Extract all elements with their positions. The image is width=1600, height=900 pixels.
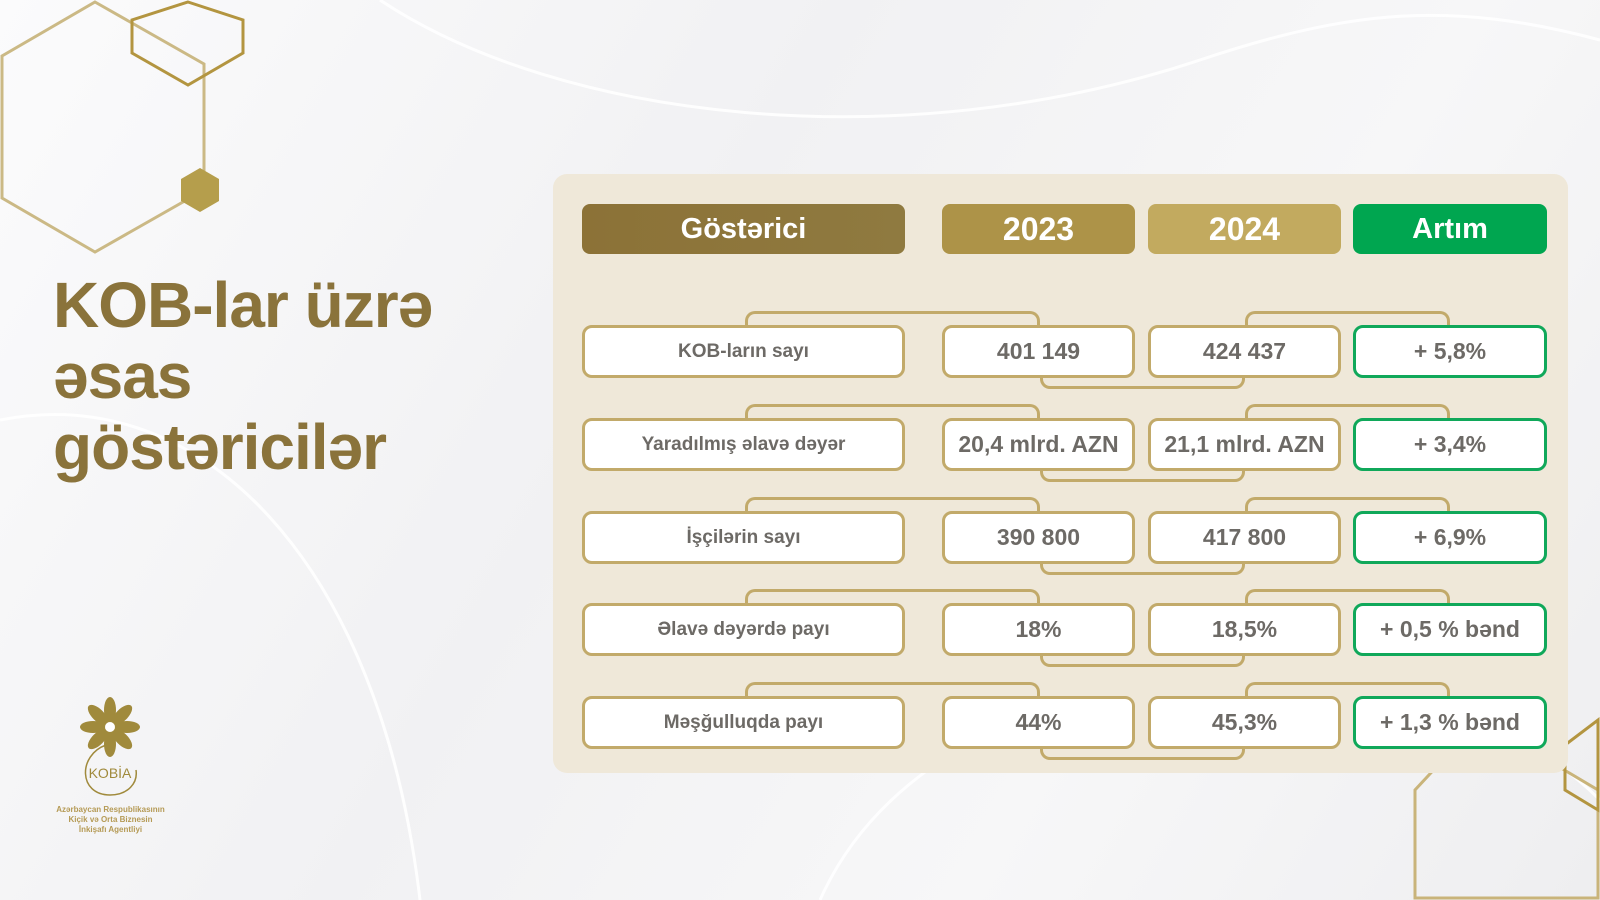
connector-line — [1040, 375, 1245, 389]
page-title: KOB-lar üzrə əsas göstəricilər — [53, 269, 433, 483]
connector-line — [745, 404, 1040, 418]
cell-y2024: 18,5% — [1148, 603, 1341, 656]
cell-y2023: 20,4 mlrd. AZN — [942, 418, 1135, 471]
logo-text: KOBİA — [89, 764, 132, 781]
header-growth: Artım — [1353, 204, 1547, 254]
connector-line — [1040, 468, 1245, 482]
connector-line — [1040, 653, 1245, 667]
cell-y2024: 424 437 — [1148, 325, 1341, 378]
connector-line — [745, 311, 1040, 325]
connector-line — [1040, 561, 1245, 575]
connector-line — [1245, 682, 1450, 696]
cell-growth: + 5,8% — [1353, 325, 1547, 378]
logo-caption: İnkişafı Agentliyi — [78, 825, 143, 834]
logo-caption: Kiçik və Orta Biznesin — [68, 815, 153, 824]
connector-line — [1245, 589, 1450, 603]
connector-line — [1245, 311, 1450, 325]
cell-label: Yaradılmış əlavə dəyər — [582, 418, 905, 471]
cell-y2023: 44% — [942, 696, 1135, 749]
cell-y2023: 401 149 — [942, 325, 1135, 378]
connector-line — [1245, 497, 1450, 511]
header-2024: 2024 — [1148, 204, 1341, 254]
cell-y2024: 417 800 — [1148, 511, 1341, 564]
flower-logo-icon: KOBİA — [80, 697, 140, 796]
indicators-panel — [553, 174, 1568, 773]
cell-growth: + 0,5 % bənd — [1353, 603, 1547, 656]
title-line: göstəricilər — [53, 411, 387, 483]
cell-label: Əlavə dəyərdə payı — [582, 603, 905, 656]
title-line: əsas — [53, 340, 192, 412]
cell-y2024: 21,1 mlrd. AZN — [1148, 418, 1341, 471]
cell-y2024: 45,3% — [1148, 696, 1341, 749]
cell-label: Məşğulluqda payı — [582, 696, 905, 749]
cell-label: İşçilərin sayı — [582, 511, 905, 564]
cell-growth: + 1,3 % bənd — [1353, 696, 1547, 749]
connector-line — [1040, 746, 1245, 760]
header-indicator: Göstərici — [582, 204, 905, 254]
cell-growth: + 3,4% — [1353, 418, 1547, 471]
cell-y2023: 18% — [942, 603, 1135, 656]
connector-line — [1245, 404, 1450, 418]
header-2023: 2023 — [942, 204, 1135, 254]
logo-caption: Azərbaycan Respublikasının — [56, 805, 165, 814]
cell-y2023: 390 800 — [942, 511, 1135, 564]
connector-line — [745, 497, 1040, 511]
cell-growth: + 6,9% — [1353, 511, 1547, 564]
connector-line — [745, 682, 1040, 696]
kobia-logo: KOBİA Azərbaycan Respublikasının Kiçik v… — [48, 695, 173, 835]
title-line: KOB-lar üzrə — [53, 269, 433, 341]
connector-line — [745, 589, 1040, 603]
cell-label: KOB-ların sayı — [582, 325, 905, 378]
